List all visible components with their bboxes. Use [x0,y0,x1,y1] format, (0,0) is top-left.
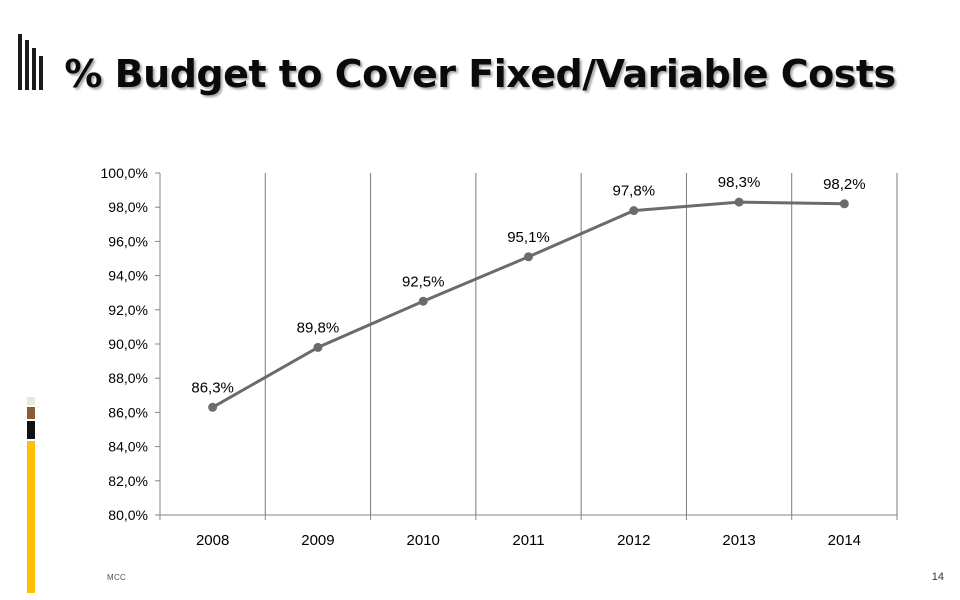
gridlines [264,173,898,515]
x-tick-label: 2014 [828,532,861,549]
slide-corner-glyph-icon [18,34,43,90]
data-point [524,252,533,262]
y-tick-label: 98,0% [108,199,148,215]
y-tick-label: 88,0% [108,370,148,386]
data-label: 92,5% [402,273,445,290]
y-tick-labels: 80,0% 82,0% 84,0% 86,0% 88,0% 90,0% 92,0% 94,0%… [101,165,148,523]
y-tick-label: 92,0% [108,302,148,318]
accent-cream-segment [27,397,35,405]
data-labels: 86,3% 89,8% 92,5% 95,1% 97,8% 98,3% 98,2% [191,174,865,396]
y-tick-label: 80,0% [108,507,148,523]
axes [155,172,898,520]
data-label: 98,3% [718,174,761,191]
accent-brown-segment [27,407,35,419]
data-point [313,342,323,352]
accent-gold-segment [27,441,35,593]
data-point [839,199,849,209]
left-accent-bar [27,397,35,593]
y-tick-label: 82,0% [108,473,148,489]
x-tick-labels: 2008 2009 2010 2011 2012 2013 2014 [196,532,861,549]
data-point [734,197,744,207]
page-number: 14 [931,571,944,583]
y-tick-label: 100,0% [101,165,148,181]
y-tick-label: 90,0% [108,336,148,352]
y-tick-label: 94,0% [108,268,148,284]
x-tick-label: 2012 [617,532,650,549]
data-point [418,296,428,306]
data-label: 95,1% [507,229,550,246]
x-tick-label: 2011 [512,532,544,549]
series [208,197,849,412]
data-label: 98,2% [823,176,866,193]
data-label: 89,8% [297,319,340,336]
x-tick-label: 2013 [722,532,755,549]
y-tick-label: 96,0% [108,233,148,249]
x-tick-label: 2008 [196,532,229,549]
y-tick-label: 84,0% [108,439,148,455]
data-label: 97,8% [613,183,656,200]
x-tick-label: 2009 [301,532,334,549]
data-point [629,206,639,216]
y-tick-label: 86,0% [108,404,148,420]
data-point [208,402,218,412]
accent-black-segment [27,421,35,439]
x-tick-label: 2010 [407,532,440,549]
data-label: 86,3% [191,379,234,396]
slide-title: % Budget to Cover Fixed/Variable Costs [64,52,896,96]
footer-label: MCC [107,573,127,582]
